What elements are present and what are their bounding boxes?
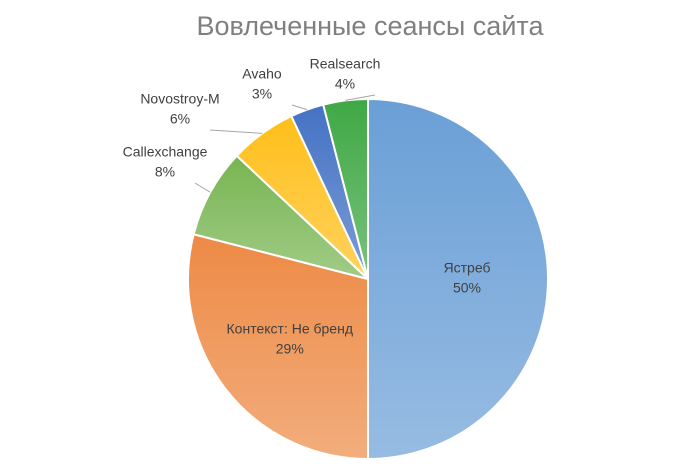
chart-title: Вовлеченные сеансы сайта bbox=[197, 11, 545, 41]
slice-value-label: 3% bbox=[252, 86, 272, 102]
leader-line bbox=[291, 104, 308, 111]
leader-line bbox=[345, 94, 376, 101]
leader-line bbox=[194, 182, 211, 193]
slice-value-label: 50% bbox=[453, 280, 481, 296]
slice-value-label: 6% bbox=[170, 111, 190, 127]
slice-label: Callexchange bbox=[123, 144, 208, 160]
slice-value-label: 29% bbox=[276, 340, 304, 356]
pie-slice bbox=[322, 97, 369, 280]
slice-label: Avaho bbox=[242, 66, 282, 82]
pie-slice bbox=[187, 233, 369, 461]
leader-line bbox=[209, 129, 263, 134]
slice-label: Novostroy-M bbox=[140, 91, 219, 107]
pie-slice bbox=[192, 154, 369, 280]
slice-label: Контекст: Не бренд bbox=[227, 320, 353, 336]
slice-label: Realsearch bbox=[310, 56, 381, 72]
slice-label: Ястреб bbox=[444, 260, 491, 276]
slice-value-label: 4% bbox=[335, 76, 355, 92]
pie-slice bbox=[367, 97, 549, 461]
slice-value-label: 8% bbox=[155, 164, 175, 180]
